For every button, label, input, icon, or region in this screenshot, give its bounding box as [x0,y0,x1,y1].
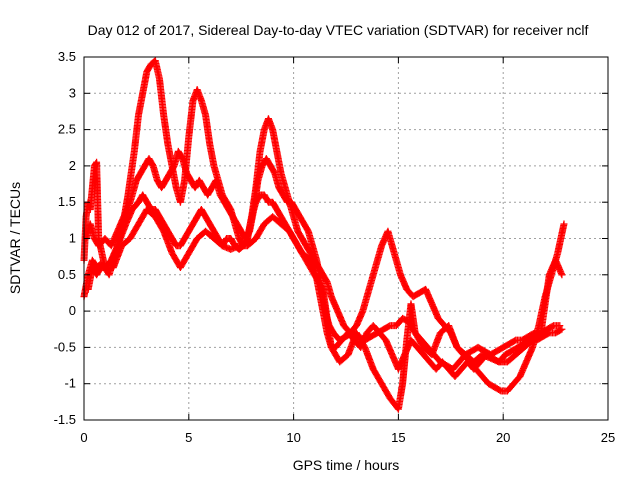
axis-ticks [83,56,609,421]
data-point [556,322,564,330]
series-2 [84,57,568,395]
y-tick-label: 0 [69,303,76,318]
y-tick-label: 2.5 [58,122,76,137]
series-3 [80,158,566,413]
data-point [560,220,568,228]
series-1 [82,147,564,373]
data-point [558,325,566,333]
y-tick-label: 1.5 [58,194,76,209]
data-marks [80,57,568,413]
y-tick-label: 3.5 [58,49,76,64]
x-tick-label: 5 [185,430,192,445]
x-tick-label: 25 [601,430,615,445]
y-axis-label: SDTVAR / TECUs [7,182,23,294]
x-tick-label: 15 [391,430,405,445]
x-tick-label: 10 [286,430,300,445]
data-point [558,271,566,279]
x-tick-labels: 0 5 10 15 20 25 [80,430,615,445]
y-tick-label: 0.5 [58,267,76,282]
y-tick-labels: -1.5 -1 -0.5 0 0.5 1 1.5 2 2.5 3 3.5 [54,49,76,427]
y-tick-label: 2 [69,158,76,173]
x-tick-label: 0 [80,430,87,445]
x-tick-label: 20 [496,430,510,445]
y-tick-label: -1.5 [54,412,76,427]
y-tick-label: -0.5 [54,339,76,354]
y-tick-label: -1 [64,376,76,391]
data-point [557,326,565,334]
x-axis-label: GPS time / hours [293,457,400,473]
y-tick-label: 3 [69,85,76,100]
y-tick-label: 1 [69,231,76,246]
chart-title: Day 012 of 2017, Sidereal Day-to-day VTE… [88,22,589,38]
